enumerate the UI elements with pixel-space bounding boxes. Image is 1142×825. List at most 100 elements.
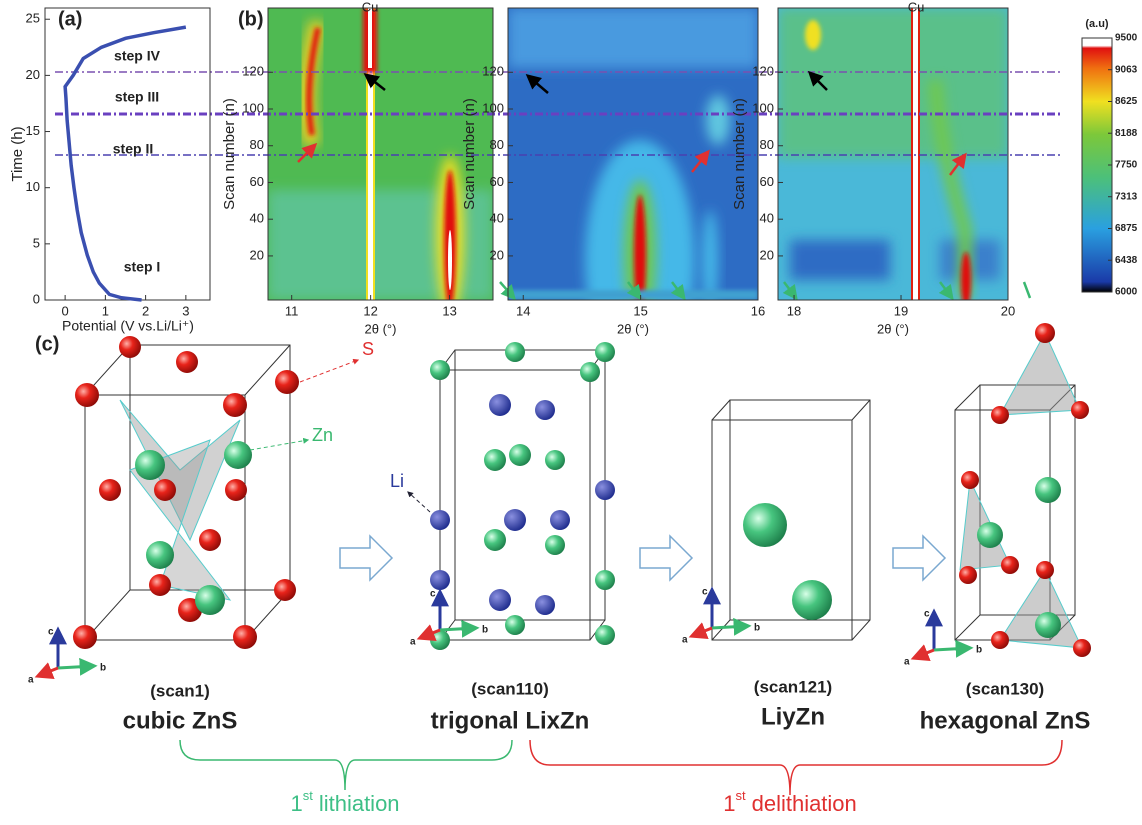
y-tick-label: 20 xyxy=(26,67,40,82)
atom-label: S xyxy=(362,339,374,359)
colorbar xyxy=(1081,37,1113,293)
axis-label: a xyxy=(904,657,910,668)
step-label: step IV xyxy=(114,48,161,64)
colorbar-tick-label: 8625 xyxy=(1115,96,1138,107)
stage-label: 1st lithiation xyxy=(290,788,399,815)
y-axis-label: Scan number (n) xyxy=(221,98,238,210)
x-tick-label: 16 xyxy=(751,303,765,318)
panel-label: (a) xyxy=(58,8,82,30)
potential-curve xyxy=(63,25,187,302)
peak-label: Cu xyxy=(908,0,925,15)
stage-superscript: st xyxy=(303,788,314,803)
colorbar-tick-label: 6875 xyxy=(1115,223,1138,234)
y-tick-label: 80 xyxy=(490,137,504,152)
phase-label: cubic ZnS xyxy=(123,707,238,734)
axis-label: c xyxy=(430,589,436,600)
y-axis-label: Time (h) xyxy=(9,126,26,181)
crystal-structures xyxy=(73,323,1091,796)
arrows xyxy=(297,70,1032,301)
colorbar-tick-label: 9500 xyxy=(1115,33,1138,44)
y-tick-label: 80 xyxy=(250,137,264,152)
axis-label: c xyxy=(48,627,54,638)
heatmap xyxy=(268,8,493,300)
y-tick-label: 10 xyxy=(26,179,40,194)
axis-b xyxy=(57,657,98,676)
axis-triads xyxy=(34,586,974,680)
x-axis-label: 2θ (°) xyxy=(617,321,649,336)
step-lines xyxy=(55,71,1062,156)
colorbar-tick-label: 9063 xyxy=(1115,64,1138,75)
x-tick-label: 18 xyxy=(787,303,801,318)
y-tick-label: 15 xyxy=(26,123,40,138)
axis-a xyxy=(910,644,935,662)
y-tick-label: 100 xyxy=(752,100,774,115)
axis-label: a xyxy=(682,635,688,646)
axis-label: a xyxy=(28,675,34,686)
step-label: step III xyxy=(115,89,159,105)
phase-label: hexagonal ZnS xyxy=(920,707,1091,734)
panel-label: (b) xyxy=(238,8,264,30)
y-tick-label: 80 xyxy=(760,137,774,152)
scan-label: (scan121) xyxy=(754,677,832,696)
x-tick-label: 13 xyxy=(442,303,456,318)
axis-a xyxy=(688,622,713,640)
y-tick-label: 20 xyxy=(760,247,774,262)
panel-label: (c) xyxy=(35,333,59,355)
axis-label: b xyxy=(976,645,982,656)
y-axis-label: Scan number (n) xyxy=(731,98,748,210)
stage-text: lithiation xyxy=(319,791,400,816)
stage-superscript: st xyxy=(735,788,746,803)
x-tick-label: 11 xyxy=(285,303,299,318)
stage-number: 1 xyxy=(723,791,735,816)
stage-label: 1st delithiation xyxy=(723,788,857,815)
x-tick-label: 2 xyxy=(142,303,149,318)
x-axis-label: 2θ (°) xyxy=(877,321,909,336)
atom-label: Zn xyxy=(312,425,333,445)
axis-b xyxy=(933,639,974,658)
plot-frame xyxy=(507,7,759,301)
axis-a xyxy=(416,624,441,642)
colorbar-tick-label: 6438 xyxy=(1115,255,1138,266)
axis-label: a xyxy=(410,637,416,648)
y-tick-label: 5 xyxy=(33,235,40,250)
y-tick-label: 20 xyxy=(490,247,504,262)
x-axis-label: 2θ (°) xyxy=(365,321,397,336)
axis-b xyxy=(711,617,752,636)
axis-label: b xyxy=(482,625,488,636)
y-tick-label: 120 xyxy=(482,64,504,79)
axis-label: b xyxy=(100,663,106,674)
colorbar-tick-label: 7313 xyxy=(1115,191,1138,202)
y-tick-label: 120 xyxy=(242,64,264,79)
colorbar-title: (a.u) xyxy=(1085,18,1109,30)
y-tick-label: 40 xyxy=(760,211,774,226)
scan-label: (scan130) xyxy=(966,679,1044,698)
y-tick-label: 40 xyxy=(250,211,264,226)
colorbar-tick-label: 8188 xyxy=(1115,128,1138,139)
y-axis-label: Scan number (n) xyxy=(461,98,478,210)
x-tick-label: 1 xyxy=(102,303,109,318)
step-label: step I xyxy=(124,259,161,275)
colorbar-tick-label: 6000 xyxy=(1115,287,1138,298)
y-tick-label: 40 xyxy=(490,211,504,226)
peak-label: Cu xyxy=(362,0,379,15)
scan-label: (scan1) xyxy=(150,681,210,700)
phase-label: trigonal LixZn xyxy=(431,707,590,734)
phase-label: LiyZn xyxy=(761,703,825,730)
x-tick-label: 3 xyxy=(182,303,189,318)
heatmap xyxy=(778,8,1008,300)
scan-label: (scan110) xyxy=(471,679,549,698)
y-tick-label: 25 xyxy=(26,11,40,26)
axis-label: b xyxy=(754,623,760,634)
axis-label: c xyxy=(702,587,708,598)
y-tick-label: 100 xyxy=(242,100,264,115)
y-tick-label: 60 xyxy=(760,174,774,189)
step-label: step II xyxy=(113,141,153,157)
stage-number: 1 xyxy=(290,791,302,816)
x-tick-label: 12 xyxy=(363,303,377,318)
stage-text: delithiation xyxy=(752,791,857,816)
y-tick-label: 0 xyxy=(33,291,40,306)
x-axis-label: Potential (V vs.Li/Li⁺) xyxy=(62,318,194,334)
axis-label: c xyxy=(924,609,930,620)
x-tick-label: 14 xyxy=(516,303,530,318)
